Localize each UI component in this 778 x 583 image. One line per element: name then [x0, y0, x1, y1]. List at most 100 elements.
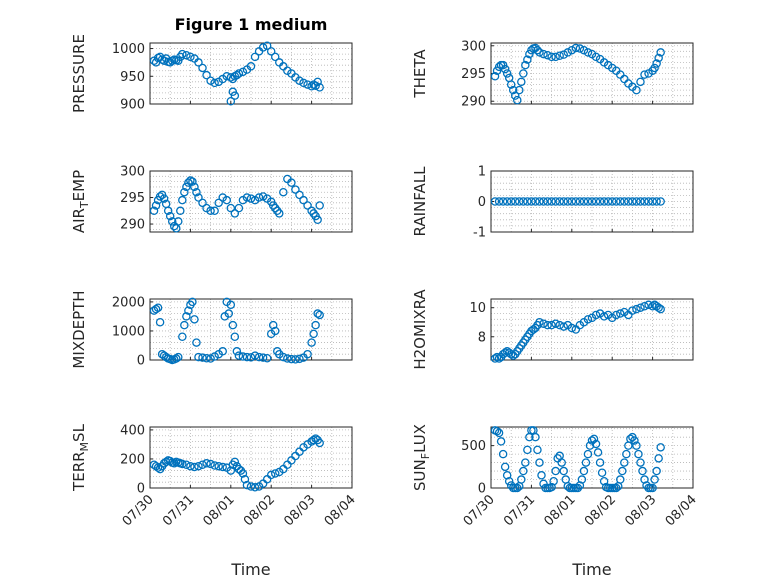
data-point — [630, 436, 639, 445]
data-point — [494, 197, 504, 206]
data-point — [230, 457, 240, 467]
data-point — [238, 469, 248, 478]
data-point — [567, 45, 577, 55]
data-point — [279, 187, 288, 197]
data-point — [559, 50, 568, 59]
data-point — [611, 310, 621, 320]
data-point — [502, 69, 512, 78]
data-point — [603, 197, 613, 206]
data-point — [226, 96, 236, 106]
data-point — [611, 483, 621, 493]
data-point — [624, 197, 633, 206]
data-point — [315, 201, 324, 210]
y-tick-label: 8 — [478, 330, 486, 345]
data-point — [498, 197, 508, 206]
data-point — [258, 353, 268, 362]
data-point — [174, 352, 183, 362]
data-point — [571, 43, 581, 53]
data-point — [490, 197, 500, 206]
data-point — [262, 354, 272, 363]
axes-border — [490, 426, 694, 489]
data-point — [246, 482, 256, 491]
x-tick-label: 08/02 — [241, 492, 278, 529]
data-point — [151, 304, 161, 314]
data-point — [230, 209, 240, 218]
y-tick-label: 290 — [120, 218, 145, 233]
subplot-6: 8 10 H2OMIXRA — [411, 289, 694, 370]
x-tick-label: 08/03 — [622, 492, 659, 529]
data-point — [214, 198, 223, 208]
data-point — [640, 70, 649, 79]
x-tick-label: 07/30 — [120, 492, 157, 529]
data-point — [206, 76, 215, 85]
data-point — [190, 315, 199, 324]
axes-border — [149, 298, 353, 361]
data-point — [228, 320, 238, 330]
data-point — [650, 475, 659, 484]
data-point — [551, 197, 560, 206]
data-point — [575, 481, 585, 490]
data-point — [192, 187, 201, 197]
data-point — [266, 47, 276, 56]
data-point — [303, 80, 312, 89]
data-point — [266, 470, 276, 480]
data-point — [549, 476, 558, 486]
data-point — [579, 197, 589, 206]
data-point — [523, 197, 532, 206]
data-point — [595, 197, 605, 206]
data-point — [616, 475, 625, 484]
data-point — [182, 460, 191, 470]
data-point — [246, 194, 256, 203]
subplot-4: -1 0 1 RAINFALL — [411, 165, 694, 241]
y-tick-label: 295 — [461, 67, 486, 82]
data-point — [492, 426, 502, 436]
data-point — [275, 209, 284, 218]
data-point — [563, 197, 573, 206]
data-point — [234, 351, 244, 360]
data-point — [246, 62, 256, 71]
data-point — [303, 349, 312, 359]
data-point — [535, 317, 544, 327]
axes-border — [149, 42, 353, 105]
data-point — [184, 178, 193, 187]
data-point — [210, 206, 219, 216]
data-point — [151, 201, 161, 210]
subplot-5: 0 1000 2000 MIXDEPTH — [70, 290, 353, 369]
data-point — [206, 354, 215, 363]
data-point — [258, 192, 268, 201]
data-point — [618, 466, 627, 476]
data-point — [153, 303, 163, 312]
data-point — [636, 77, 645, 87]
y-axis-label: SUNFLUX — [411, 424, 432, 491]
data-point — [246, 353, 256, 362]
data-point — [559, 197, 568, 206]
data-point — [585, 441, 595, 450]
data-point — [198, 460, 207, 470]
data-point — [172, 354, 181, 363]
data-point — [496, 437, 506, 446]
data-point — [194, 58, 203, 67]
data-point — [295, 76, 304, 85]
data-point — [198, 353, 207, 362]
data-point — [180, 320, 189, 330]
data-point — [626, 434, 635, 444]
data-point — [531, 432, 540, 442]
data-point — [198, 198, 207, 208]
subplot-1: 900 950 1000 PRESSURE — [70, 34, 353, 113]
data-point — [599, 476, 609, 486]
data-point — [194, 193, 203, 202]
data-point — [178, 459, 187, 469]
data-point — [654, 303, 663, 312]
data-point — [167, 217, 177, 226]
data-point — [567, 197, 577, 206]
data-point — [539, 319, 548, 328]
data-point — [533, 45, 542, 55]
data-point — [165, 211, 175, 221]
data-point — [218, 462, 227, 472]
data-point — [202, 70, 211, 80]
data-point — [309, 329, 318, 339]
data-point — [517, 77, 526, 87]
data-point — [555, 320, 564, 330]
data-point — [242, 352, 252, 362]
